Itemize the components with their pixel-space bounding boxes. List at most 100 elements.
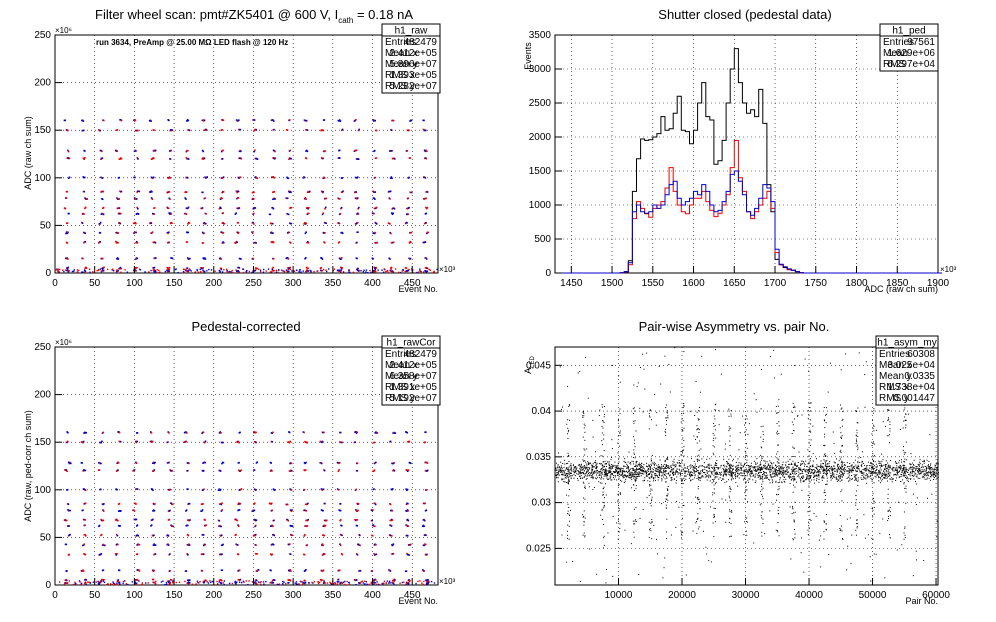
data-point <box>599 477 601 479</box>
data-point <box>826 467 828 469</box>
data-point <box>84 207 86 210</box>
data-point <box>604 471 606 473</box>
data-point <box>795 465 797 467</box>
data-point <box>876 465 878 467</box>
data-point <box>820 460 822 462</box>
data-point <box>194 271 196 273</box>
data-point <box>903 473 905 475</box>
data-point <box>854 478 856 480</box>
data-point <box>169 177 172 179</box>
data-point <box>336 580 338 583</box>
data-point <box>909 464 911 466</box>
data-point <box>116 462 119 464</box>
data-point <box>218 207 221 210</box>
data-point <box>816 480 818 482</box>
data-point <box>582 467 584 469</box>
data-point <box>119 212 122 215</box>
data-point <box>594 461 596 463</box>
data-point <box>757 468 759 470</box>
data-point <box>254 207 257 209</box>
data-point <box>424 241 427 243</box>
data-point <box>415 582 417 585</box>
data-point <box>774 468 776 470</box>
data-point <box>303 488 306 491</box>
data-point <box>237 553 240 556</box>
data-point <box>152 489 154 492</box>
data-point <box>391 177 393 180</box>
data-point <box>610 459 612 461</box>
data-point <box>225 268 228 271</box>
data-point <box>926 474 928 476</box>
data-point <box>833 468 835 470</box>
data-point <box>63 583 66 585</box>
data-point <box>82 470 84 472</box>
data-point <box>599 471 601 473</box>
data-point <box>656 475 658 477</box>
data-point <box>717 474 719 476</box>
data-point <box>587 461 589 463</box>
data-point <box>423 519 426 522</box>
data-point <box>563 471 565 473</box>
data-point <box>293 270 295 272</box>
data-point <box>793 469 795 471</box>
data-point <box>137 158 139 160</box>
data-point <box>323 580 325 582</box>
stats-box-name: h1_rawCor <box>387 338 437 349</box>
data-point <box>638 471 640 473</box>
data-point <box>921 469 923 471</box>
data-point <box>117 519 119 522</box>
data-point <box>698 472 700 474</box>
data-point <box>203 488 205 491</box>
data-point <box>891 477 893 479</box>
data-point <box>630 475 632 477</box>
data-point <box>214 270 216 272</box>
data-point <box>425 271 428 273</box>
data-point <box>275 269 278 272</box>
data-point <box>693 467 695 469</box>
data-point <box>372 583 375 586</box>
data-point <box>728 468 730 470</box>
data-point <box>726 462 728 464</box>
data-point <box>931 475 933 477</box>
data-point <box>827 465 829 467</box>
data-point <box>741 472 743 474</box>
data-point <box>656 467 658 469</box>
data-point <box>862 469 864 471</box>
data-point <box>588 472 590 474</box>
data-point <box>622 471 624 473</box>
data-point <box>236 519 238 522</box>
data-point <box>863 474 865 476</box>
data-point <box>82 271 84 273</box>
data-point <box>626 468 628 470</box>
data-point <box>922 471 924 473</box>
data-point <box>84 524 86 526</box>
data-point <box>152 510 154 512</box>
data-point <box>406 470 409 472</box>
data-point <box>605 483 607 485</box>
data-point <box>740 467 742 469</box>
data-point <box>389 177 392 179</box>
data-point <box>159 271 161 273</box>
data-point <box>583 473 585 475</box>
data-point <box>795 481 797 483</box>
data-point <box>305 157 308 160</box>
data-point <box>273 519 275 522</box>
data-point <box>744 475 746 477</box>
data-point <box>222 461 225 464</box>
data-point <box>83 158 85 161</box>
data-point <box>95 581 98 583</box>
data-point <box>357 509 359 512</box>
data-point <box>588 464 590 466</box>
data-point <box>906 477 908 479</box>
data-point <box>691 475 693 477</box>
data-point <box>307 270 309 272</box>
data-point <box>372 524 375 526</box>
data-point <box>758 468 760 470</box>
data-point <box>662 476 664 478</box>
data-point <box>875 463 877 465</box>
histogram-series-2 <box>555 170 943 274</box>
data-point <box>305 461 307 464</box>
x-tick-label: 1900 <box>927 278 950 289</box>
data-point <box>759 467 761 469</box>
data-point <box>228 270 231 273</box>
